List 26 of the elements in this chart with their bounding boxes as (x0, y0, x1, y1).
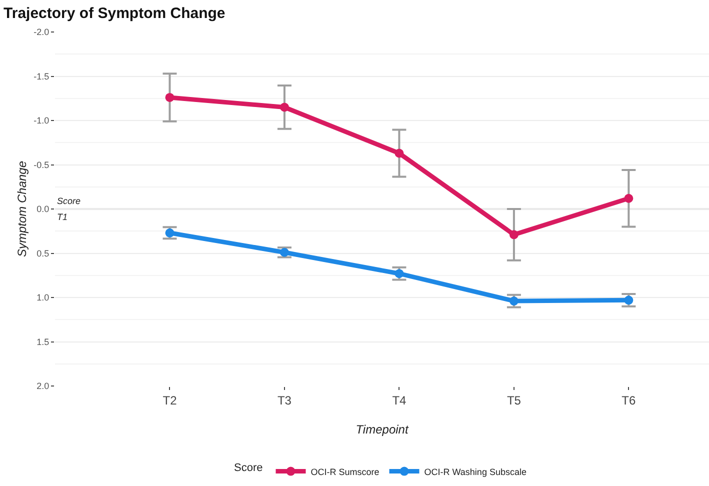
y-tick-label: 0.5 (36, 248, 50, 258)
y-tick-label: -0.5 (34, 160, 50, 170)
y-tick-label: -1.0 (34, 116, 50, 126)
x-tick-label: T3 (277, 393, 292, 408)
x-tick-label: T6 (622, 393, 636, 408)
y-tick-label: 1.5 (36, 336, 50, 347)
x-tick-label: T4 (392, 393, 407, 408)
y-tick-label: 1.0 (36, 292, 50, 303)
legend-label: OCI-R Sumscore (310, 466, 380, 477)
ref-line-label: Score T1 (57, 196, 81, 222)
y-tick-label: -1.5 (34, 71, 50, 82)
x-tick-label: T5 (506, 393, 522, 408)
legend-title: Score (234, 462, 263, 474)
x-tick-label: T2 (162, 393, 178, 408)
y-axis-title: Symptom Change (14, 160, 29, 258)
point (280, 102, 289, 112)
y-tick-label: -2.0 (34, 27, 50, 38)
point (509, 230, 518, 240)
y-tick-label: 2.0 (36, 381, 50, 392)
y-tick-label: 0.0 (36, 204, 50, 214)
chart-title: Trajectory of Symptom Change (4, 4, 226, 22)
point (165, 92, 174, 102)
point (394, 148, 404, 158)
x-axis-title: Timepoint (356, 422, 409, 436)
point (624, 194, 634, 203)
legend-label: OCI-R Washing Subscale (424, 466, 526, 477)
